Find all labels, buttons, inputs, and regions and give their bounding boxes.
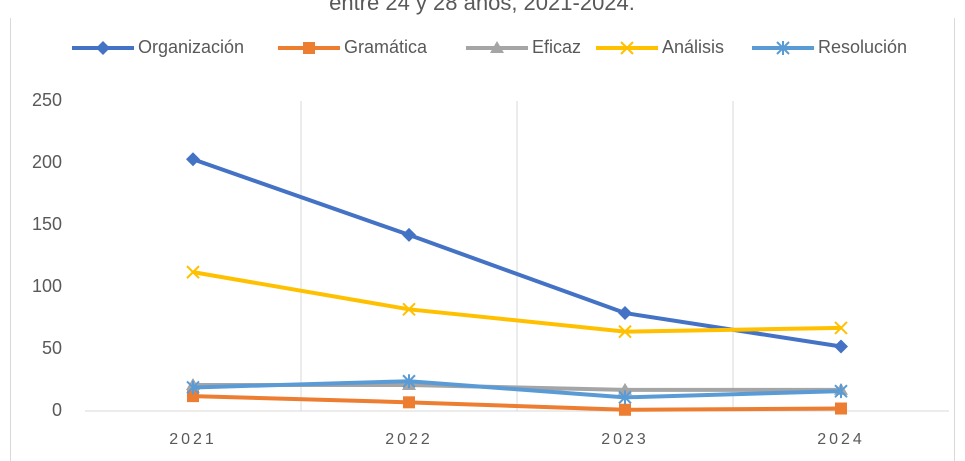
legend-item: Eficaz <box>466 37 581 57</box>
marker <box>776 41 790 55</box>
marker <box>834 339 848 354</box>
marker <box>187 390 199 403</box>
legend-item: Gramática <box>278 37 428 57</box>
marker <box>618 306 632 321</box>
marker <box>835 402 847 415</box>
series-line <box>192 394 842 412</box>
marker <box>403 396 415 409</box>
marker <box>186 380 200 395</box>
marker <box>834 384 848 399</box>
legend-label: Resolución <box>818 37 907 57</box>
marker <box>490 41 504 53</box>
x-tick-label: 2022 <box>385 431 433 448</box>
x-tick-label: 2021 <box>169 431 217 448</box>
legend-label: Gramática <box>344 37 428 57</box>
y-tick-label: 0 <box>52 400 62 420</box>
x-tick-label: 2023 <box>601 431 649 448</box>
series-line <box>192 379 842 400</box>
legend-label: Eficaz <box>532 37 581 57</box>
marker <box>303 42 315 54</box>
x-tick-label: 2024 <box>817 431 865 448</box>
y-tick-label: 200 <box>32 152 62 172</box>
marker <box>402 302 416 317</box>
series-line <box>192 270 842 334</box>
chart-title: entre 24 y 28 años, 2021-2024. <box>329 0 635 15</box>
marker <box>186 265 200 279</box>
legend-item: Análisis <box>596 37 724 57</box>
marker <box>402 374 416 389</box>
y-tick-label: 100 <box>32 276 62 296</box>
legend-item: Resolución <box>752 37 907 57</box>
legend-label: Análisis <box>662 37 724 57</box>
marker <box>96 41 110 55</box>
marker <box>834 321 848 335</box>
marker <box>618 382 632 395</box>
marker <box>618 324 632 339</box>
y-tick-label: 250 <box>32 90 62 110</box>
legend-label: Organización <box>138 37 244 57</box>
y-tick-label: 50 <box>42 338 62 358</box>
marker <box>620 41 634 55</box>
marker <box>619 403 631 416</box>
marker <box>186 152 200 167</box>
y-tick-label: 150 <box>32 214 62 234</box>
legend-item: Organización <box>72 37 244 57</box>
marker <box>402 227 416 242</box>
marker <box>618 390 632 405</box>
